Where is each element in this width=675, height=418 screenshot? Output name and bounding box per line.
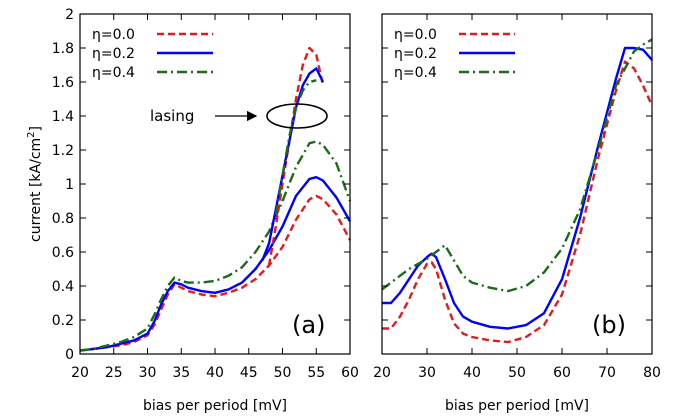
panel-a-tag: (a): [292, 311, 325, 339]
y-tick-label: 0.8: [52, 211, 74, 227]
panel-a-series: [79, 46, 352, 352]
x-tick-label: 20: [71, 365, 89, 381]
panel-b-x-ticks: 20 30 40 50 60 70 80: [373, 14, 661, 381]
panel-b-legend: η=0.0 η=0.2 η=0.4: [394, 27, 515, 81]
x-tick-label: 50: [274, 365, 292, 381]
y-axis-title: current [kA/cm2]: [26, 126, 44, 242]
x-tick-label: 30: [418, 365, 436, 381]
lasing-ellipse: [266, 103, 328, 129]
x-tick-label: 40: [463, 365, 481, 381]
panel-b-y-ticks: [382, 13, 652, 355]
panel-a-x-ticks: 20 25 30 35 40 45 50 55 60: [71, 14, 359, 381]
y-tick-label: 0.6: [52, 245, 74, 261]
y-tick-label: 0.2: [52, 313, 74, 329]
lasing-label: lasing: [150, 107, 194, 125]
series-line-0.4-lower: [79, 140, 352, 352]
x-tick-label: 80: [643, 365, 661, 381]
panel-a-x-axis-title: bias per period [mV]: [143, 398, 287, 414]
series-line-0.2: [382, 46, 653, 330]
series-line-0.4-upper: [274, 79, 317, 215]
y-tick-label: 2: [65, 7, 74, 23]
x-tick-label: 60: [341, 365, 359, 381]
panel-a-y-ticks: 0 0.2 0.4 0.6 0.8 1 1.2 1.4 1.6 1.8 2: [52, 7, 350, 363]
x-tick-label: 70: [598, 365, 616, 381]
x-tick-label: 20: [373, 365, 391, 381]
x-tick-label: 60: [553, 365, 571, 381]
panel-a: 20 25 30 35 40 45 50 55 60 0 0.2 0.4 0.6 0.8 1 1.2 1.4 1…: [26, 7, 359, 414]
series-line-0.0-lower: [79, 194, 352, 352]
x-tick-label: 40: [206, 365, 224, 381]
panel-a-legend: η=0.0 η=0.2 η=0.4: [92, 27, 213, 81]
y-tick-label: 0: [65, 347, 74, 363]
series-line-0.2-upper: [261, 67, 325, 261]
panel-b-series: [381, 38, 654, 344]
panel-b-x-axis-title: bias per period [mV]: [445, 398, 589, 414]
panel-b-tag: (b): [592, 311, 626, 339]
series-line-0.0: [382, 60, 654, 344]
x-tick-label: 25: [105, 365, 123, 381]
x-tick-label: 35: [172, 365, 190, 381]
legend-label: η=0.0: [394, 27, 437, 43]
y-tick-label: 0.4: [52, 279, 74, 295]
x-tick-label: 50: [508, 365, 526, 381]
legend-label: η=0.0: [92, 27, 135, 43]
legend-label: η=0.2: [394, 46, 437, 62]
legend-label: η=0.4: [92, 65, 135, 81]
y-tick-label: 1.6: [52, 75, 74, 91]
x-tick-label: 30: [139, 365, 157, 381]
series-line-0.2-lower: [79, 175, 352, 352]
panel-b: 20 30 40 50 60 70 80 η=0.0 η=0.2 η=0.4 bias per …: [373, 13, 661, 414]
legend-label: η=0.4: [394, 65, 437, 81]
series-line-0.0-upper: [267, 46, 325, 266]
legend-label: η=0.2: [92, 46, 135, 62]
y-tick-label: 1: [65, 177, 74, 193]
y-tick-label: 1.4: [52, 109, 74, 125]
x-tick-label: 45: [240, 365, 258, 381]
x-tick-label: 55: [307, 365, 325, 381]
y-tick-label: 1.8: [52, 41, 74, 57]
y-tick-label: 1.2: [52, 143, 74, 159]
